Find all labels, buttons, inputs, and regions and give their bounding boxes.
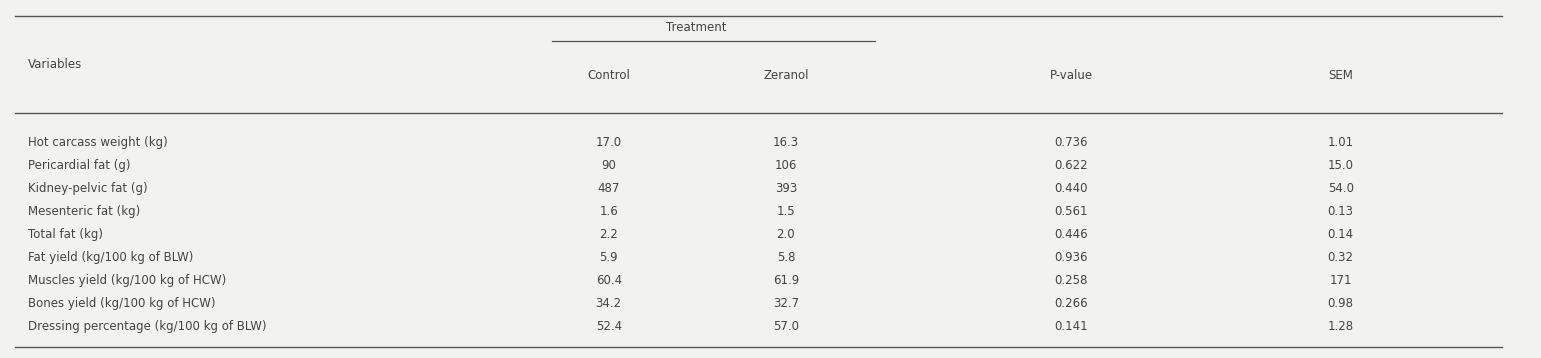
Text: 90: 90 [601, 159, 616, 172]
Text: P-value: P-value [1049, 69, 1093, 82]
Text: 57.0: 57.0 [774, 320, 798, 333]
Text: 0.936: 0.936 [1054, 251, 1088, 264]
Text: Total fat (kg): Total fat (kg) [28, 228, 103, 241]
Text: 106: 106 [775, 159, 797, 172]
Text: 0.561: 0.561 [1054, 205, 1088, 218]
Text: 487: 487 [598, 182, 619, 195]
Text: 0.14: 0.14 [1328, 228, 1353, 241]
Text: 2.0: 2.0 [777, 228, 795, 241]
Text: 61.9: 61.9 [772, 274, 800, 287]
Text: Pericardial fat (g): Pericardial fat (g) [28, 159, 131, 172]
Text: 5.8: 5.8 [777, 251, 795, 264]
Text: 34.2: 34.2 [596, 297, 621, 310]
Text: 0.32: 0.32 [1328, 251, 1353, 264]
Text: 1.28: 1.28 [1328, 320, 1353, 333]
Text: 60.4: 60.4 [596, 274, 621, 287]
Text: Bones yield (kg/100 kg of HCW): Bones yield (kg/100 kg of HCW) [28, 297, 216, 310]
Text: 0.736: 0.736 [1054, 136, 1088, 149]
Text: 0.13: 0.13 [1328, 205, 1353, 218]
Text: 0.98: 0.98 [1328, 297, 1353, 310]
Text: 52.4: 52.4 [596, 320, 621, 333]
Text: 32.7: 32.7 [774, 297, 798, 310]
Text: Variables: Variables [28, 58, 82, 71]
Text: 393: 393 [775, 182, 797, 195]
Text: 0.258: 0.258 [1054, 274, 1088, 287]
Text: Zeranol: Zeranol [763, 69, 809, 82]
Text: 1.01: 1.01 [1328, 136, 1353, 149]
Text: 0.440: 0.440 [1054, 182, 1088, 195]
Text: 0.622: 0.622 [1054, 159, 1088, 172]
Text: Fat yield (kg/100 kg of BLW): Fat yield (kg/100 kg of BLW) [28, 251, 193, 264]
Text: Treatment: Treatment [666, 21, 727, 34]
Text: 0.446: 0.446 [1054, 228, 1088, 241]
Text: 171: 171 [1330, 274, 1351, 287]
Text: Dressing percentage (kg/100 kg of BLW): Dressing percentage (kg/100 kg of BLW) [28, 320, 267, 333]
Text: 2.2: 2.2 [599, 228, 618, 241]
Text: 1.5: 1.5 [777, 205, 795, 218]
Text: Kidney-pelvic fat (g): Kidney-pelvic fat (g) [28, 182, 148, 195]
Text: 15.0: 15.0 [1328, 159, 1353, 172]
Text: 1.6: 1.6 [599, 205, 618, 218]
Text: Mesenteric fat (kg): Mesenteric fat (kg) [28, 205, 140, 218]
Text: 17.0: 17.0 [596, 136, 621, 149]
Text: 5.9: 5.9 [599, 251, 618, 264]
Text: 0.266: 0.266 [1054, 297, 1088, 310]
Text: SEM: SEM [1328, 69, 1353, 82]
Text: 0.141: 0.141 [1054, 320, 1088, 333]
Text: 16.3: 16.3 [774, 136, 798, 149]
Text: Hot carcass weight (kg): Hot carcass weight (kg) [28, 136, 168, 149]
Text: Muscles yield (kg/100 kg of HCW): Muscles yield (kg/100 kg of HCW) [28, 274, 227, 287]
Text: 54.0: 54.0 [1328, 182, 1353, 195]
Text: Control: Control [587, 69, 630, 82]
